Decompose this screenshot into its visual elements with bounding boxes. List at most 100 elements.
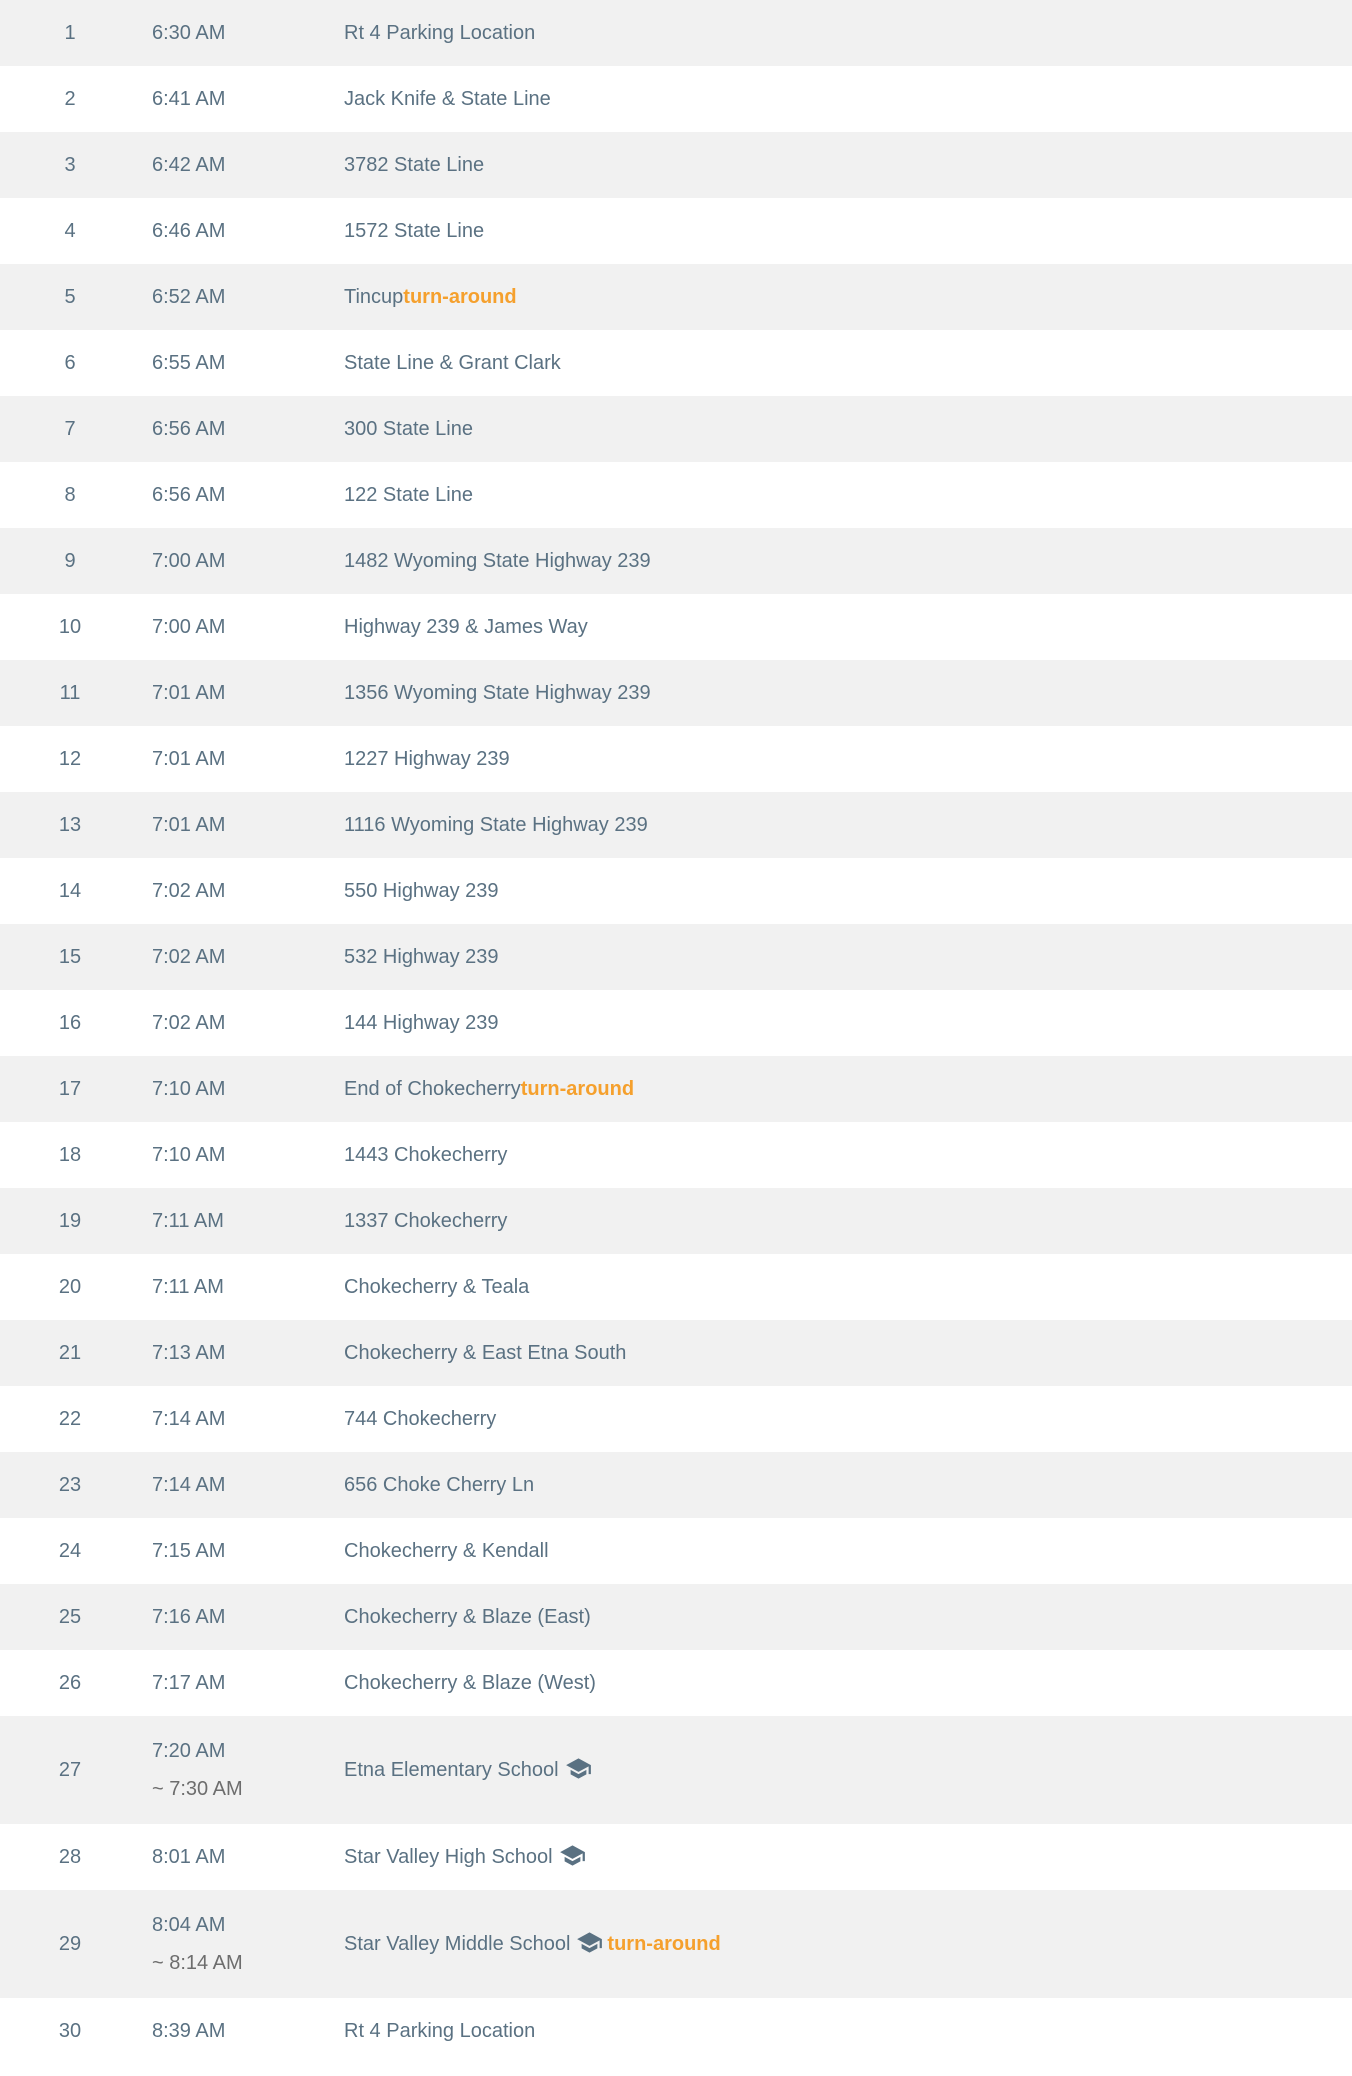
stop-location-name: Tincup xyxy=(344,286,404,308)
stop-location-name: 1443 Chokecherry xyxy=(344,1144,508,1166)
stop-number: 22 xyxy=(58,1408,82,1430)
stop-location-name: Chokecherry & Blaze (East) xyxy=(344,1606,591,1628)
stop-location: Star Valley High School xyxy=(330,1838,1352,1876)
stop-number: 17 xyxy=(58,1078,82,1100)
stop-time-primary: 6:56 AM xyxy=(152,484,226,506)
turnaround-label: turn-around xyxy=(607,1933,721,1955)
stop-time-primary: 7:14 AM xyxy=(152,1408,226,1430)
stop-time: 7:14 AM xyxy=(140,1400,330,1438)
stop-time-secondary: ~ 7:30 AM xyxy=(152,1778,243,1800)
stop-location-name: 744 Chokecherry xyxy=(344,1408,497,1430)
stop-location-name: 1227 Highway 239 xyxy=(344,748,510,770)
stop-row: 6 6:55 AM State Line & Grant Clark xyxy=(0,330,1352,396)
stop-time-primary: 6:41 AM xyxy=(152,88,226,110)
stop-location: Chokecherry & Blaze (West) xyxy=(330,1664,1352,1702)
stop-time: 7:11 AM xyxy=(140,1268,330,1306)
stop-number: 10 xyxy=(58,616,82,638)
stop-location-name: Chokecherry & Kendall xyxy=(344,1540,549,1562)
stop-location-name: End of Chokecherry xyxy=(344,1078,521,1100)
stop-row: 10 7:00 AM Highway 239 & James Way xyxy=(0,594,1352,660)
stop-time: 7:02 AM xyxy=(140,872,330,910)
stop-time-primary: 8:04 AM xyxy=(152,1914,226,1936)
stop-number: 2 xyxy=(64,88,76,110)
stop-location: 656 Choke Cherry Ln xyxy=(330,1466,1352,1504)
stop-time: 7:01 AM xyxy=(140,674,330,712)
stop-location: Chokecherry & Kendall xyxy=(330,1532,1352,1570)
stop-number: 19 xyxy=(58,1210,82,1232)
stop-location: 1337 Chokecherry xyxy=(330,1202,1352,1240)
stop-time-primary: 7:01 AM xyxy=(152,814,226,836)
stop-number: 7 xyxy=(64,418,76,440)
stop-location: 532 Highway 239 xyxy=(330,938,1352,976)
stop-time-primary: 7:10 AM xyxy=(152,1078,226,1100)
stop-location-name: Rt 4 Parking Location xyxy=(344,22,536,44)
stop-location-name: Jack Knife & State Line xyxy=(344,88,551,110)
stop-row: 3 6:42 AM 3782 State Line xyxy=(0,132,1352,198)
stop-time: 7:00 AM xyxy=(140,608,330,646)
stop-row: 8 6:56 AM 122 State Line xyxy=(0,462,1352,528)
stop-location: 744 Chokecherry xyxy=(330,1400,1352,1438)
stop-number: 26 xyxy=(58,1672,82,1694)
stop-location: 1116 Wyoming State Highway 239 xyxy=(330,806,1352,844)
stop-location: State Line & Grant Clark xyxy=(330,344,1352,382)
turnaround-label: turn-around xyxy=(520,1078,635,1100)
stop-location-name: State Line & Grant Clark xyxy=(344,352,561,374)
stop-location: 1227 Highway 239 xyxy=(330,740,1352,778)
stop-time: 6:56 AM xyxy=(140,410,330,448)
school-icon xyxy=(577,1932,603,1953)
stop-row: 5 6:52 AM Tincupturn-around xyxy=(0,264,1352,330)
stop-time: 7:20 AM ~ 7:30 AM xyxy=(140,1732,330,1808)
stop-number: 5 xyxy=(64,286,76,308)
stop-location: Highway 239 & James Way xyxy=(330,608,1352,646)
stop-location: 122 State Line xyxy=(330,476,1352,514)
stop-time-primary: 8:39 AM xyxy=(152,2020,226,2042)
stop-location: 1572 State Line xyxy=(330,212,1352,250)
stop-number: 27 xyxy=(58,1759,82,1781)
stop-row: 28 8:01 AM Star Valley High School xyxy=(0,1824,1352,1890)
stop-row: 18 7:10 AM 1443 Chokecherry xyxy=(0,1122,1352,1188)
stop-time-primary: 6:46 AM xyxy=(152,220,226,242)
stop-time: 7:14 AM xyxy=(140,1466,330,1504)
stop-location: Jack Knife & State Line xyxy=(330,80,1352,118)
stop-number: 18 xyxy=(58,1144,82,1166)
stop-row: 12 7:01 AM 1227 Highway 239 xyxy=(0,726,1352,792)
stop-row: 17 7:10 AM End of Chokecherryturn-around xyxy=(0,1056,1352,1122)
stop-location-name: 550 Highway 239 xyxy=(344,880,499,902)
stop-time: 7:00 AM xyxy=(140,542,330,580)
stop-location: Star Valley Middle School turn-around xyxy=(330,1925,1352,1963)
stop-number: 12 xyxy=(58,748,82,770)
stop-number: 28 xyxy=(58,1846,82,1868)
stop-location-name: 1356 Wyoming State Highway 239 xyxy=(344,682,651,704)
stop-row: 27 7:20 AM ~ 7:30 AM Etna Elementary Sch… xyxy=(0,1716,1352,1824)
stop-location-name: Star Valley Middle School xyxy=(344,1933,571,1955)
stop-number: 13 xyxy=(58,814,82,836)
stop-time: 7:16 AM xyxy=(140,1598,330,1636)
stop-time: 7:11 AM xyxy=(140,1202,330,1240)
school-icon xyxy=(559,1845,585,1866)
stop-row: 7 6:56 AM 300 State Line xyxy=(0,396,1352,462)
stop-row: 4 6:46 AM 1572 State Line xyxy=(0,198,1352,264)
stop-row: 16 7:02 AM 144 Highway 239 xyxy=(0,990,1352,1056)
stop-row: 23 7:14 AM 656 Choke Cherry Ln xyxy=(0,1452,1352,1518)
stop-location: Chokecherry & East Etna South xyxy=(330,1334,1352,1372)
stop-row: 2 6:41 AM Jack Knife & State Line xyxy=(0,66,1352,132)
stop-row: 21 7:13 AM Chokecherry & East Etna South xyxy=(0,1320,1352,1386)
stop-time: 6:52 AM xyxy=(140,278,330,316)
stop-row: 14 7:02 AM 550 Highway 239 xyxy=(0,858,1352,924)
stop-location: Etna Elementary School xyxy=(330,1751,1352,1789)
stop-time-primary: 7:00 AM xyxy=(152,550,226,572)
stop-number: 21 xyxy=(58,1342,82,1364)
stop-time-secondary: ~ 8:14 AM xyxy=(152,1952,243,1974)
stop-time-primary: 7:01 AM xyxy=(152,748,226,770)
stop-time-primary: 7:16 AM xyxy=(152,1606,226,1628)
stop-location: Chokecherry & Blaze (East) xyxy=(330,1598,1352,1636)
stop-row: 30 8:39 AM Rt 4 Parking Location xyxy=(0,1998,1352,2064)
stop-time-primary: 7:17 AM xyxy=(152,1672,226,1694)
stop-time-primary: 6:30 AM xyxy=(152,22,226,44)
stop-time: 6:30 AM xyxy=(140,14,330,52)
stop-location: 3782 State Line xyxy=(330,146,1352,184)
stop-location-name: Chokecherry & Blaze (West) xyxy=(344,1672,596,1694)
stop-row: 15 7:02 AM 532 Highway 239 xyxy=(0,924,1352,990)
stop-time-primary: 7:15 AM xyxy=(152,1540,226,1562)
